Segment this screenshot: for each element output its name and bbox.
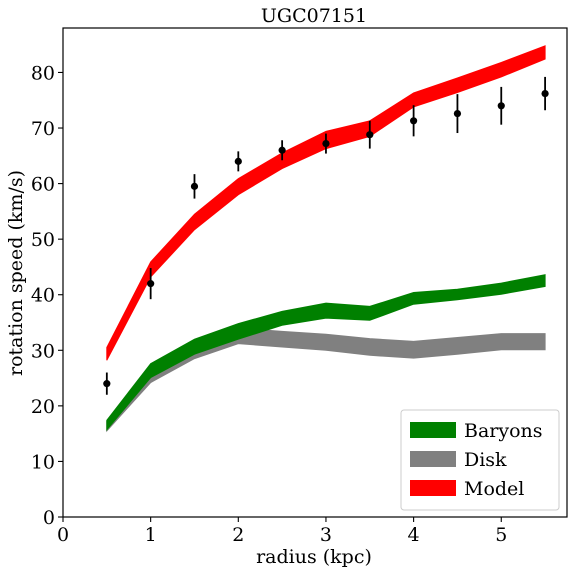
observed-points-layer — [103, 76, 549, 395]
data-point — [322, 139, 330, 148]
x-tick-label: 4 — [408, 524, 420, 546]
y-tick-label: 50 — [31, 229, 55, 251]
x-tick-label: 1 — [145, 524, 157, 546]
y-tick-label: 80 — [31, 62, 55, 84]
observed-point — [103, 372, 111, 395]
observed-point — [453, 94, 462, 134]
model-band — [106, 45, 546, 361]
x-axis-label: radius (kpc) — [256, 546, 372, 568]
legend-label-disk: Disk — [464, 449, 507, 471]
y-tick-label: 20 — [31, 396, 55, 418]
baryons-band — [106, 274, 546, 432]
x-axis-ticks: 0 1 2 3 4 5 — [57, 517, 507, 546]
observed-point — [278, 140, 286, 161]
data-point — [278, 146, 286, 154]
observed-point — [410, 105, 418, 137]
x-tick-label: 5 — [495, 524, 507, 546]
x-tick-label: 0 — [57, 524, 69, 546]
y-tick-label: 60 — [31, 174, 55, 196]
legend-label-baryons: Baryons — [464, 420, 543, 442]
data-point — [190, 182, 199, 190]
y-tick-label: 0 — [43, 507, 55, 529]
legend-swatch-model — [410, 480, 456, 496]
legend-swatch-disk — [410, 451, 456, 467]
observed-point — [234, 151, 242, 172]
legend-label-model: Model — [464, 478, 524, 500]
legend-swatch-baryons — [410, 422, 456, 438]
data-point — [497, 102, 505, 110]
data-point — [453, 109, 462, 118]
y-axis-ticks: 0 10 20 30 40 50 60 70 80 — [31, 62, 63, 529]
x-tick-label: 3 — [320, 524, 332, 546]
data-point — [103, 380, 111, 388]
legend: Baryons Disk Model — [400, 409, 560, 511]
data-point — [234, 157, 242, 165]
plot-frame — [62, 27, 568, 518]
bands-layer — [106, 45, 546, 433]
data-point — [366, 131, 374, 139]
data-point — [147, 280, 155, 288]
chart-title: UGC07151 — [261, 5, 367, 27]
x-tick-label: 2 — [232, 524, 244, 546]
observed-point — [366, 120, 374, 149]
data-point — [410, 117, 418, 125]
y-tick-label: 10 — [31, 451, 55, 473]
observed-point — [541, 76, 549, 111]
y-tick-label: 70 — [31, 118, 55, 140]
y-axis-label: rotation speed (km/s) — [5, 170, 27, 376]
observed-point — [322, 133, 330, 154]
y-tick-label: 40 — [31, 285, 55, 307]
observed-point — [190, 174, 199, 199]
observed-point — [147, 268, 155, 300]
data-point — [541, 89, 549, 98]
observed-point — [497, 86, 505, 125]
y-tick-label: 30 — [31, 340, 55, 362]
